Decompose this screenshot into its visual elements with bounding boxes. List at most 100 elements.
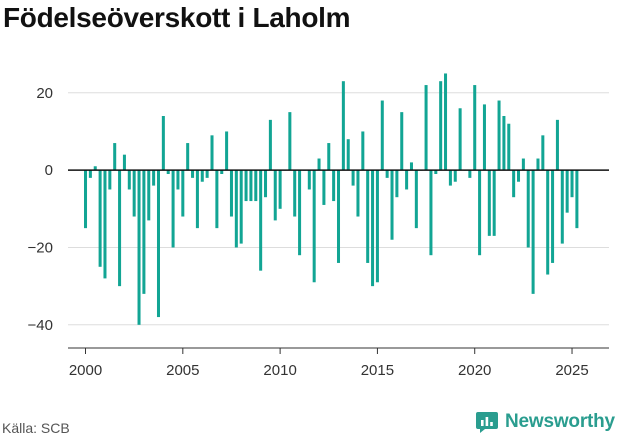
- bar: [424, 85, 428, 171]
- bar: [346, 139, 350, 171]
- bar: [147, 170, 151, 221]
- bar: [375, 170, 379, 283]
- bar: [118, 170, 122, 287]
- bar: [205, 170, 209, 178]
- source-note: Källa: SCB: [2, 420, 70, 436]
- bar: [225, 131, 229, 171]
- axes: 20 0 −20 −40 2000 2005 2010 2015 2020 2025: [28, 85, 609, 379]
- bar: [93, 166, 97, 171]
- y-tick-label: 20: [36, 85, 53, 102]
- bar: [361, 131, 365, 171]
- chart-title: Födelseöverskott i Laholm: [3, 2, 351, 33]
- bar: [541, 135, 545, 171]
- bar: [264, 170, 268, 198]
- bar: [181, 170, 185, 217]
- bar: [482, 104, 486, 171]
- bar: [487, 170, 491, 236]
- bar: [366, 170, 370, 263]
- bar: [448, 170, 452, 186]
- bar: [142, 170, 146, 294]
- bar: [414, 170, 418, 229]
- x-tick-label: 2025: [555, 362, 588, 379]
- bar: [186, 143, 190, 171]
- y-tick-label: 0: [45, 162, 53, 179]
- bar: [132, 170, 136, 217]
- bar: [351, 170, 355, 186]
- bar: [502, 116, 506, 171]
- bar-chart: 20 0 −20 −40 2000 2005 2010 2015 2020 2025: [28, 73, 609, 379]
- bar: [575, 170, 579, 229]
- bar: [429, 170, 433, 256]
- bar: [400, 112, 404, 171]
- bar: [191, 170, 195, 178]
- bar: [390, 170, 394, 240]
- y-tick-label: −40: [28, 317, 53, 334]
- x-tick-label: 2000: [69, 362, 102, 379]
- bar: [356, 170, 360, 217]
- bar: [327, 143, 331, 171]
- bar: [453, 170, 457, 182]
- bar: [127, 170, 131, 190]
- bar: [512, 170, 516, 198]
- bar: [317, 158, 321, 171]
- bar: [497, 100, 501, 171]
- bars: [84, 73, 579, 325]
- bar: [122, 154, 126, 171]
- bar: [249, 170, 253, 202]
- bar: [307, 170, 311, 190]
- bar: [103, 170, 107, 279]
- bar: [555, 119, 559, 171]
- bar: [293, 170, 297, 217]
- bar: [570, 170, 574, 198]
- bar: [108, 170, 112, 190]
- bar: [478, 170, 482, 256]
- bar: [468, 170, 472, 178]
- bar: [278, 170, 282, 209]
- x-tick-label: 2005: [166, 362, 199, 379]
- bar: [332, 170, 336, 202]
- bar: [171, 170, 175, 248]
- bar: [200, 170, 204, 182]
- bar: [492, 170, 496, 236]
- bar: [371, 170, 375, 287]
- bar: [98, 170, 102, 267]
- x-tick-label: 2010: [263, 362, 296, 379]
- bar: [395, 170, 399, 198]
- bar: [113, 143, 117, 171]
- bar: [507, 123, 511, 171]
- bar: [234, 170, 238, 248]
- bar: [526, 170, 530, 248]
- bar: [336, 170, 341, 263]
- bar: [434, 170, 438, 174]
- bar: [195, 170, 199, 229]
- bar: [444, 73, 448, 171]
- bar: [385, 170, 389, 178]
- bar: [341, 81, 345, 171]
- bar: [259, 170, 263, 271]
- bar: [239, 170, 243, 244]
- bar: [521, 158, 525, 171]
- y-tick-label: −20: [28, 239, 53, 256]
- bar: [88, 170, 92, 178]
- bar: [531, 170, 535, 294]
- bar: [166, 170, 170, 174]
- bar: [380, 100, 384, 171]
- bar: [409, 162, 413, 171]
- bar: [565, 170, 569, 213]
- bar: [288, 112, 292, 171]
- bar: [546, 170, 550, 275]
- x-tick-label: 2020: [458, 362, 491, 379]
- bar: [322, 170, 326, 205]
- bar: [220, 170, 224, 174]
- x-tick-label: 2015: [361, 362, 394, 379]
- bar: [473, 85, 477, 171]
- bar: [273, 170, 277, 221]
- bar: [517, 170, 521, 182]
- bar: [560, 170, 564, 244]
- bar: [210, 135, 214, 171]
- bar: [551, 170, 555, 263]
- bar: [137, 170, 141, 325]
- bar: [84, 170, 88, 229]
- bar: [458, 108, 462, 171]
- bar: [405, 170, 409, 190]
